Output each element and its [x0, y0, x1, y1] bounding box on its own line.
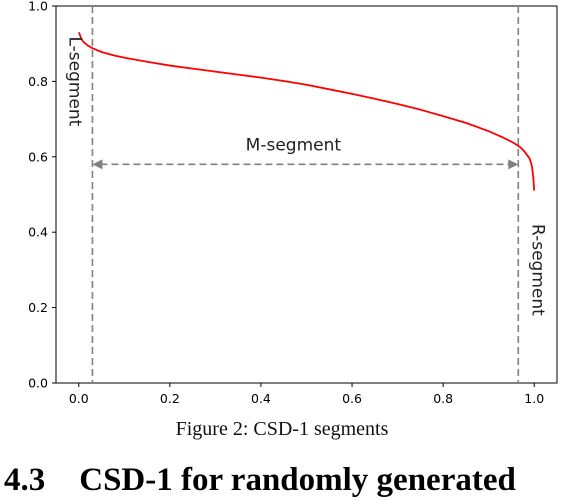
figure-caption: Figure 2: CSD-1 segments	[175, 418, 389, 440]
arrow-head-left	[92, 159, 103, 170]
x-tick-label: 0.4	[251, 391, 271, 406]
y-tick-label: 0.0	[28, 376, 48, 391]
section-number: 4.3	[4, 462, 46, 498]
x-tick-label: 0.8	[433, 391, 453, 406]
arrow-head-right	[508, 159, 519, 170]
y-tick-label: 0.2	[28, 300, 48, 315]
y-tick-label: 0.4	[28, 225, 48, 240]
plot-frame	[55, 5, 558, 384]
chart-figure: 0.0 0.2 0.4 0.6 0.8 1.0 0.0 0.2 0.4 0.6 0.8 1.0 M-se…	[28, 0, 558, 406]
x-tick-label: 1.0	[524, 391, 544, 406]
x-tick-label: 0.0	[69, 391, 89, 406]
y-tick-label: 0.8	[28, 74, 48, 89]
y-tick-label: 0.6	[28, 149, 48, 164]
x-tick-label: 0.6	[342, 391, 362, 406]
annotation-m-segment: M-segment	[246, 135, 342, 155]
series-line	[77, 31, 536, 191]
y-tick-label: 1.0	[28, 0, 48, 14]
line-chart: 0.0 0.2 0.4 0.6 0.8 1.0 0.0 0.2 0.4 0.6 0.8 1.0 M-se…	[28, 0, 558, 406]
annotation-l-segment: L-segment	[64, 36, 84, 126]
annotation-r-segment: R-segment	[527, 224, 547, 316]
section-heading: 4.3 CSD-1 for randomly generated	[4, 462, 516, 499]
section-title: CSD-1 for randomly generated	[79, 462, 516, 498]
x-tick-label: 0.2	[160, 391, 180, 406]
